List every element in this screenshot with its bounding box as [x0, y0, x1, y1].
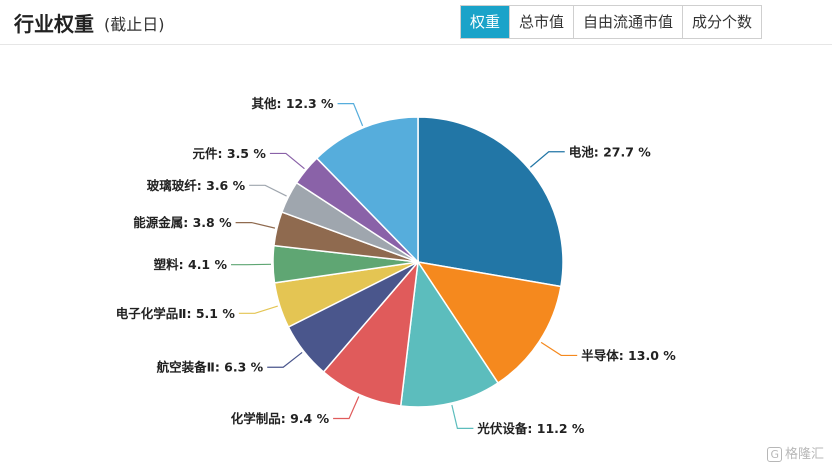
pie-slice-0[interactable]: [417, 116, 564, 288]
leader-line-7: [235, 222, 276, 229]
slice-label-0: 电池: 27.7 %: [569, 144, 652, 159]
leader-line-0: [529, 151, 565, 168]
slice-label-9: 元件: 3.5 %: [193, 146, 267, 161]
leader-line-4: [267, 351, 303, 368]
pie-slice-10[interactable]: [315, 116, 419, 264]
slice-label-7: 能源金属: 3.8 %: [133, 215, 232, 230]
pie-slice-1[interactable]: [416, 260, 562, 384]
leader-line-3: [333, 396, 360, 420]
leader-line-2: [451, 404, 474, 429]
slice-label-3: 化学制品: 9.4 %: [231, 411, 330, 426]
page-subtitle: (截止日): [104, 15, 165, 34]
slice-label-8: 玻璃玻纤: 3.6 %: [147, 178, 246, 193]
slice-label-5: 电子化学品Ⅱ: 5.1 %: [116, 306, 236, 321]
pie-slice-3[interactable]: [322, 259, 420, 407]
leader-line-9: [269, 152, 305, 170]
watermark: G 格隆汇: [767, 443, 824, 462]
leader-line-8: [249, 184, 287, 197]
leader-line-5: [238, 305, 278, 314]
slice-label-1: 半导体: 13.0 %: [581, 348, 676, 363]
slice-label-6: 塑料: 4.1 %: [154, 257, 228, 272]
watermark-text: 格隆汇: [784, 447, 824, 462]
metric-tab-group: 权重 总市值 自由流通市值 成分个数: [460, 5, 763, 39]
chart-header: 行业权重 (截止日) 权重 总市值 自由流通市值 成分个数: [0, 0, 832, 44]
slice-label-4: 航空装备Ⅱ: 6.3 %: [157, 360, 264, 375]
leader-line-1: [540, 341, 578, 357]
header-divider: [0, 44, 832, 45]
tab-total-market-cap[interactable]: 总市值: [509, 6, 574, 38]
tab-weight[interactable]: 权重: [461, 6, 510, 38]
slice-label-2: 光伏设备: 11.2 %: [476, 421, 585, 436]
leader-line-10: [337, 103, 364, 127]
page-title: 行业权重: [14, 12, 94, 36]
pie-slice-2[interactable]: [399, 259, 500, 408]
tab-free-float-market-cap[interactable]: 自由流通市值: [573, 6, 683, 38]
slice-label-10: 其他: 12.3 %: [251, 96, 334, 111]
watermark-logo-icon: G: [767, 447, 782, 462]
tab-constituent-count[interactable]: 成分个数: [682, 6, 762, 38]
